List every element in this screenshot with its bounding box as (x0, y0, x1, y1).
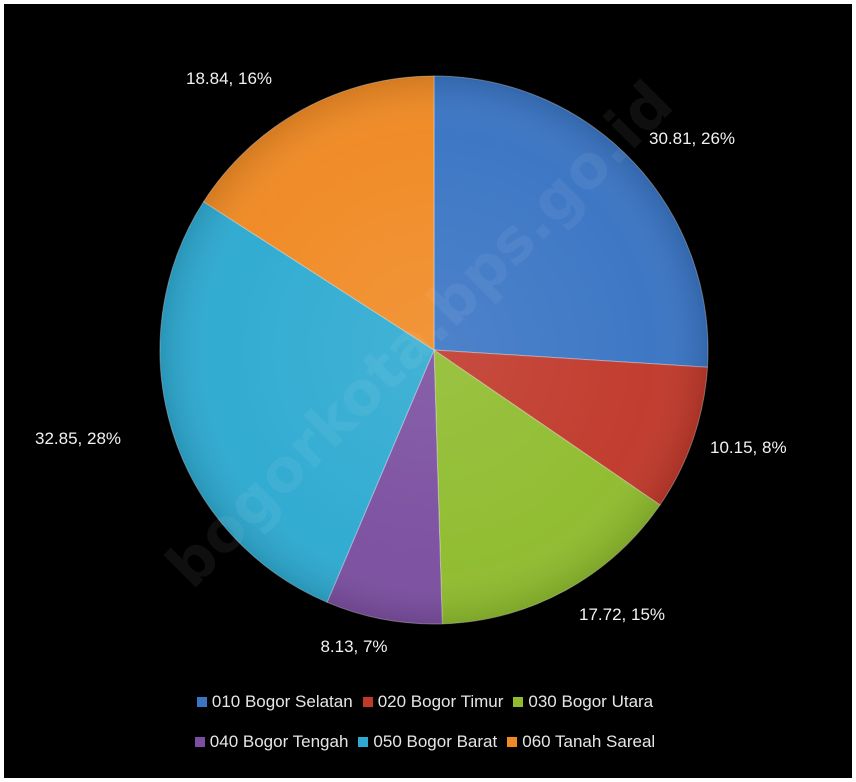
legend-label: 040 Bogor Tengah (209, 732, 349, 751)
legend-item-030: 030 Bogor Utara (513, 692, 653, 712)
legend-swatch (513, 697, 524, 707)
data-label-020: 10.15, 8% (710, 438, 787, 457)
legend-item-050: 050 Bogor Barat (358, 732, 497, 752)
pie-chart: 30.81, 26% 10.15, 8% 17.72, 15% 8.13, 7% 32.… (35, 68, 787, 656)
legend-swatch (194, 737, 205, 747)
data-label-010: 30.81, 26% (649, 129, 735, 148)
data-labels: 30.81, 26% 10.15, 8% 17.72, 15% 8.13, 7% 32.… (35, 69, 787, 656)
data-label-040: 8.13, 7% (320, 637, 387, 656)
legend-label: 050 Bogor Barat (373, 732, 498, 751)
legend-label: 010 Bogor Selatan (211, 692, 353, 711)
legend-item-020: 020 Bogor Timur (362, 692, 504, 712)
legend-label: 030 Bogor Utara (528, 692, 654, 711)
data-label-030: 17.72, 15% (579, 605, 665, 624)
legend-swatch (507, 737, 518, 747)
data-label-060: 18.84, 16% (186, 69, 272, 88)
legend-item-060: 060 Tanah Sareal (507, 732, 655, 752)
legend-swatch (196, 697, 207, 707)
legend-label: 060 Tanah Sareal (522, 732, 656, 751)
chart-frame: 30.81, 26% 10.15, 8% 17.72, 15% 8.13, 7% 32.… (4, 4, 852, 778)
legend-label: 020 Bogor Timur (377, 692, 504, 711)
legend-item-010: 010 Bogor Selatan (196, 692, 353, 712)
legend-swatch (358, 737, 369, 747)
data-label-050: 32.85, 28% (35, 429, 121, 448)
legend-swatch (362, 697, 373, 707)
legend: 010 Bogor Selatan 020 Bogor Timur 030 Bogo… (130, 692, 730, 752)
legend-item-040: 040 Bogor Tengah (194, 732, 349, 752)
